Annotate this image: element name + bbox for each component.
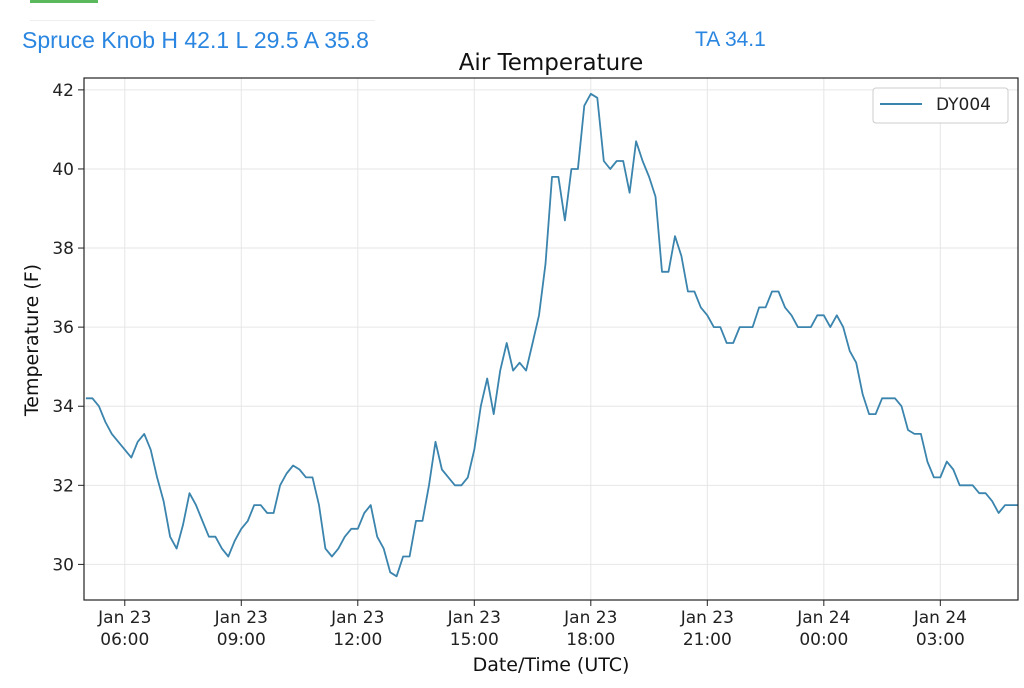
y-tick-label: 34 xyxy=(52,397,74,417)
legend: DY004 xyxy=(872,87,1009,124)
plot-frame xyxy=(83,77,1019,601)
x-tick-label-time: 18:00 xyxy=(566,630,615,650)
chart-title: Air Temperature xyxy=(459,50,644,76)
x-tick-label-date: Jan 24 xyxy=(796,608,850,628)
legend-box xyxy=(872,87,1009,124)
header-divider xyxy=(30,20,375,21)
x-tick-label-date: Jan 23 xyxy=(330,608,384,628)
series-line-dy004 xyxy=(85,92,1018,578)
x-tick-label-time: 00:00 xyxy=(799,630,848,650)
y-tick-label: 30 xyxy=(52,555,74,575)
x-tick-label-date: Jan 24 xyxy=(913,608,967,628)
x-tick-label-time: 21:00 xyxy=(683,630,732,650)
x-tick-label-date: Jan 23 xyxy=(563,608,617,628)
status-indicator xyxy=(30,0,98,3)
x-tick-label-time: 06:00 xyxy=(100,630,149,650)
y-tick-label: 42 xyxy=(52,81,74,101)
station-summary: Spruce Knob H 42.1 L 29.5 A 35.8 xyxy=(22,27,369,53)
y-tick-label: 40 xyxy=(52,160,74,180)
x-tick-label-time: 03:00 xyxy=(916,630,965,650)
series-layer xyxy=(85,92,1018,578)
ta-readout: TA 34.1 xyxy=(695,28,766,51)
x-tick-label-date: Jan 23 xyxy=(680,608,734,628)
x-tick-label-date: Jan 23 xyxy=(97,608,151,628)
grid-lines xyxy=(84,78,1018,600)
y-tick-label: 38 xyxy=(52,239,74,259)
y-tick-label: 36 xyxy=(52,318,74,338)
legend-label-dy004: DY004 xyxy=(936,95,991,115)
x-tick-label-date: Jan 23 xyxy=(447,608,501,628)
x-tick-label-time: 09:00 xyxy=(217,630,266,650)
x-axis-title: Date/Time (UTC) xyxy=(473,654,630,676)
x-tick-label-time: 15:00 xyxy=(450,630,499,650)
x-tick-label-time: 12:00 xyxy=(333,630,382,650)
y-tick-label: 32 xyxy=(52,476,74,496)
y-axis-title: Temperature (F) xyxy=(21,264,43,417)
x-tick-label-date: Jan 23 xyxy=(214,608,268,628)
